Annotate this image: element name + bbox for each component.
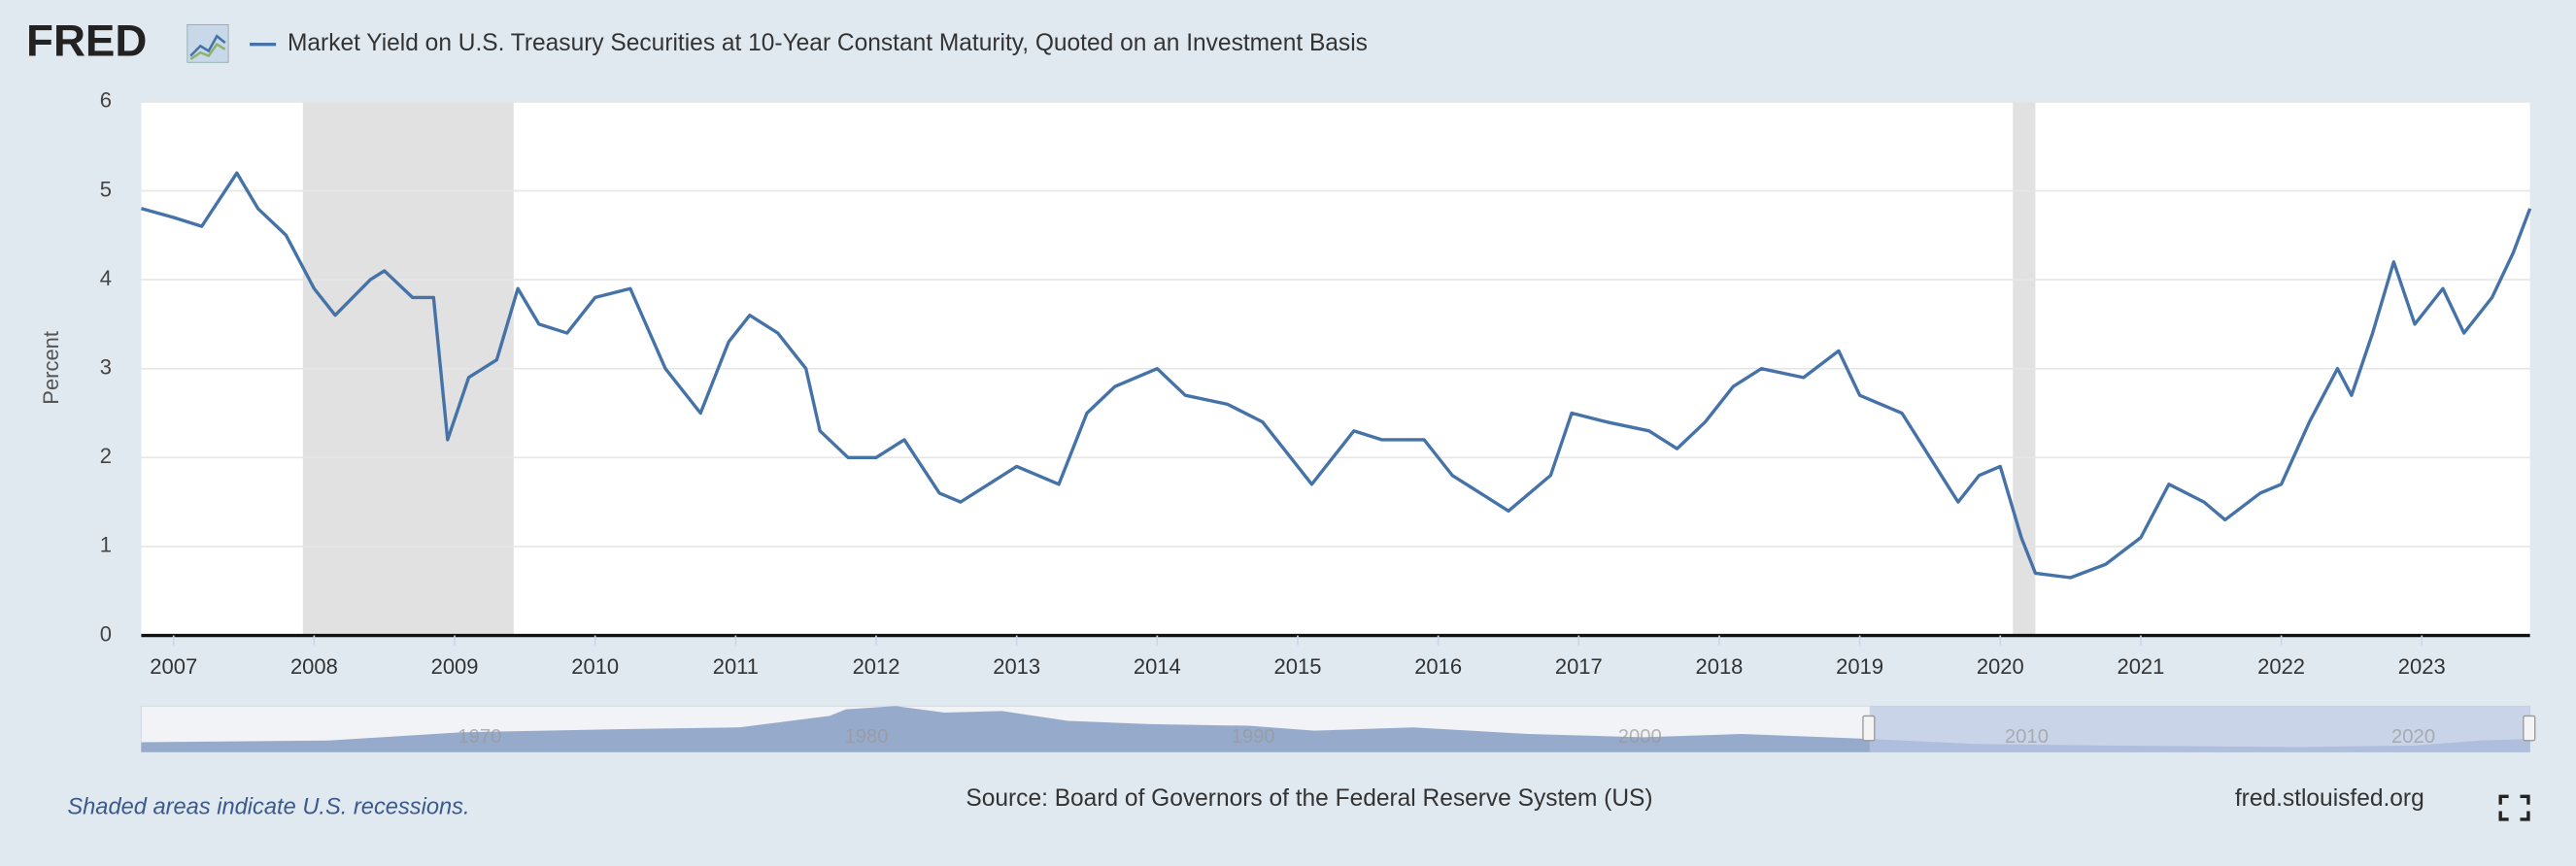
fullscreen-icon[interactable] bbox=[2498, 794, 2530, 821]
x-tick-label: 2011 bbox=[713, 654, 759, 679]
recession-note: Shaded areas indicate U.S. recessions. bbox=[67, 794, 469, 819]
series-line bbox=[141, 171, 2532, 580]
y-tick-label: 4 bbox=[100, 266, 112, 290]
site[interactable]: fred.stlouisfed.org bbox=[2235, 785, 2424, 812]
navigator-label: 1990 bbox=[1232, 726, 1275, 748]
x-tick-label: 2020 bbox=[1977, 654, 2024, 679]
x-tick-label: 2018 bbox=[1696, 654, 1744, 679]
navigator bbox=[141, 705, 2536, 753]
x-tick-label: 2014 bbox=[1134, 654, 1181, 679]
legend-label[interactable]: Market Yield on U.S. Treasury Securities… bbox=[288, 30, 1368, 56]
x-tick-label: 2017 bbox=[1555, 654, 1603, 679]
x-tick-label: 2010 bbox=[571, 654, 619, 679]
x-tick-label: 2009 bbox=[431, 654, 479, 679]
x-tick-label: 2008 bbox=[290, 654, 338, 679]
navigator-label: 2010 bbox=[2005, 726, 2049, 748]
y-tick-label: 6 bbox=[100, 88, 112, 113]
x-tick-label: 2016 bbox=[1414, 654, 1462, 679]
navigator-label: 1980 bbox=[844, 726, 888, 748]
x-tick-label: 2019 bbox=[1836, 654, 1883, 679]
navigator-label: 2020 bbox=[2391, 726, 2435, 748]
y-tick-label: 3 bbox=[100, 355, 112, 380]
x-tick-label: 2021 bbox=[2117, 654, 2164, 679]
x-tick-label: 2022 bbox=[2257, 654, 2305, 679]
x-tick-label: 2015 bbox=[1274, 654, 1322, 679]
logo-icon bbox=[186, 23, 229, 63]
y-axis-label: Percent bbox=[39, 331, 63, 405]
x-tick-label: 2013 bbox=[993, 654, 1040, 679]
x-tick-label: 2012 bbox=[853, 654, 900, 679]
x-tick-label: 2023 bbox=[2398, 654, 2446, 679]
y-tick-label: 0 bbox=[100, 621, 112, 646]
logo: FRED bbox=[26, 17, 147, 66]
navigator-label: 2000 bbox=[1618, 726, 1662, 748]
y-tick-label: 2 bbox=[100, 444, 112, 468]
y-tick-label: 5 bbox=[100, 177, 112, 201]
y-tick-label: 1 bbox=[100, 533, 112, 557]
x-tick-label: 2007 bbox=[150, 654, 197, 679]
navigator-label: 1970 bbox=[458, 726, 501, 748]
source: Source: Board of Governors of the Federa… bbox=[966, 785, 1652, 812]
